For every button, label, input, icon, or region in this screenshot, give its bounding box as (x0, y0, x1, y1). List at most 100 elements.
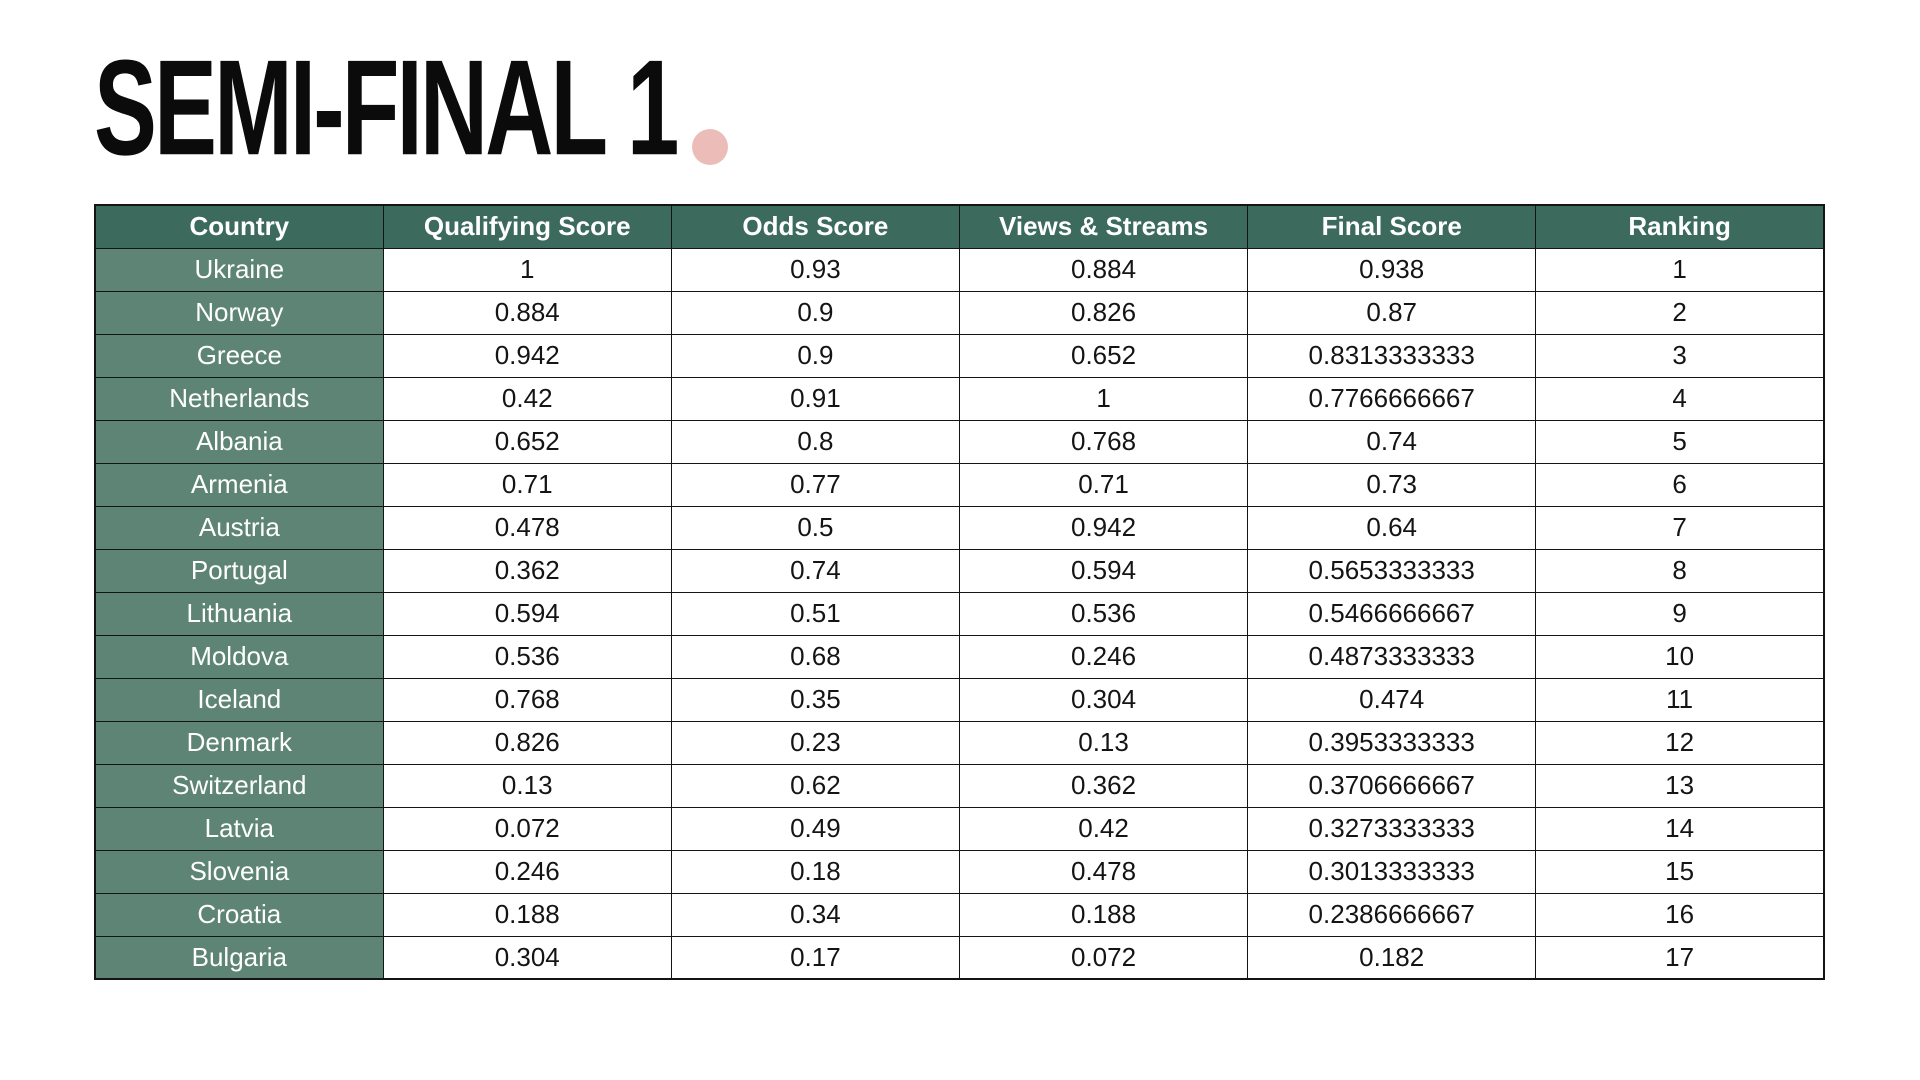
final-score-cell: 0.87 (1247, 290, 1537, 335)
final-score-cell: 0.5466666667 (1247, 591, 1537, 636)
qualifying-score-cell: 0.188 (382, 892, 672, 937)
ranking-cell: 8 (1535, 548, 1825, 593)
ranking-cell: 15 (1535, 849, 1825, 894)
ranking-cell: 5 (1535, 419, 1825, 464)
ranking-cell: 7 (1535, 505, 1825, 550)
odds-score-cell: 0.62 (670, 763, 960, 808)
qualifying-score-cell: 0.768 (382, 677, 672, 722)
odds-score-cell: 0.91 (670, 376, 960, 421)
table-row: Greece 0.942 0.9 0.652 0.8313333333 3 (94, 333, 1825, 378)
views-streams-cell: 0.594 (958, 548, 1249, 593)
table-row: Armenia 0.71 0.77 0.71 0.73 6 (94, 462, 1825, 507)
column-header-ranking: Ranking (1535, 204, 1825, 249)
country-cell: Portugal (94, 548, 384, 593)
ranking-cell: 16 (1535, 892, 1825, 937)
table-row: Croatia 0.188 0.34 0.188 0.2386666667 16 (94, 892, 1825, 937)
odds-score-cell: 0.23 (670, 720, 960, 765)
page-title: SEMI-FINAL 1 (94, 40, 679, 177)
odds-score-cell: 0.74 (670, 548, 960, 593)
views-streams-cell: 0.42 (958, 806, 1249, 851)
qualifying-score-cell: 0.478 (382, 505, 672, 550)
views-streams-cell: 0.71 (958, 462, 1249, 507)
views-streams-cell: 0.536 (958, 591, 1249, 636)
qualifying-score-cell: 0.304 (382, 935, 672, 980)
column-header-country: Country (94, 204, 384, 249)
country-cell: Ukraine (94, 247, 384, 292)
views-streams-cell: 0.13 (958, 720, 1249, 765)
odds-score-cell: 0.68 (670, 634, 960, 679)
scores-table: Country Qualifying Score Odds Score View… (94, 204, 1825, 980)
country-cell: Croatia (94, 892, 384, 937)
odds-score-cell: 0.18 (670, 849, 960, 894)
ranking-cell: 6 (1535, 462, 1825, 507)
views-streams-cell: 0.652 (958, 333, 1249, 378)
country-cell: Lithuania (94, 591, 384, 636)
odds-score-cell: 0.9 (670, 290, 960, 335)
views-streams-cell: 0.362 (958, 763, 1249, 808)
ranking-cell: 1 (1535, 247, 1825, 292)
ranking-cell: 9 (1535, 591, 1825, 636)
final-score-cell: 0.8313333333 (1247, 333, 1537, 378)
views-streams-cell: 0.768 (958, 419, 1249, 464)
views-streams-cell: 0.478 (958, 849, 1249, 894)
views-streams-cell: 0.942 (958, 505, 1249, 550)
country-cell: Greece (94, 333, 384, 378)
ranking-cell: 2 (1535, 290, 1825, 335)
page-title-text: SEMI-FINAL 1 (94, 32, 679, 184)
title-accent-dot-icon (692, 129, 728, 165)
country-cell: Austria (94, 505, 384, 550)
qualifying-score-cell: 0.594 (382, 591, 672, 636)
qualifying-score-cell: 0.246 (382, 849, 672, 894)
table-row: Netherlands 0.42 0.91 1 0.7766666667 4 (94, 376, 1825, 421)
odds-score-cell: 0.9 (670, 333, 960, 378)
ranking-cell: 3 (1535, 333, 1825, 378)
table-row: Albania 0.652 0.8 0.768 0.74 5 (94, 419, 1825, 464)
country-cell: Denmark (94, 720, 384, 765)
odds-score-cell: 0.34 (670, 892, 960, 937)
odds-score-cell: 0.35 (670, 677, 960, 722)
odds-score-cell: 0.49 (670, 806, 960, 851)
odds-score-cell: 0.8 (670, 419, 960, 464)
country-cell: Bulgaria (94, 935, 384, 980)
qualifying-score-cell: 0.072 (382, 806, 672, 851)
qualifying-score-cell: 0.42 (382, 376, 672, 421)
table-row: Lithuania 0.594 0.51 0.536 0.5466666667 9 (94, 591, 1825, 636)
qualifying-score-cell: 0.942 (382, 333, 672, 378)
table-row: Austria 0.478 0.5 0.942 0.64 7 (94, 505, 1825, 550)
ranking-cell: 12 (1535, 720, 1825, 765)
qualifying-score-cell: 0.884 (382, 290, 672, 335)
ranking-cell: 11 (1535, 677, 1825, 722)
country-cell: Armenia (94, 462, 384, 507)
table-body: Ukraine 1 0.93 0.884 0.938 1 Norway 0.884 0.9 0.8… (94, 247, 1825, 980)
country-cell: Switzerland (94, 763, 384, 808)
odds-score-cell: 0.77 (670, 462, 960, 507)
table-row: Ukraine 1 0.93 0.884 0.938 1 (94, 247, 1825, 292)
odds-score-cell: 0.5 (670, 505, 960, 550)
odds-score-cell: 0.17 (670, 935, 960, 980)
views-streams-cell: 1 (958, 376, 1249, 421)
odds-score-cell: 0.93 (670, 247, 960, 292)
final-score-cell: 0.73 (1247, 462, 1537, 507)
country-cell: Moldova (94, 634, 384, 679)
table-row: Iceland 0.768 0.35 0.304 0.474 11 (94, 677, 1825, 722)
country-cell: Iceland (94, 677, 384, 722)
final-score-cell: 0.474 (1247, 677, 1537, 722)
qualifying-score-cell: 0.536 (382, 634, 672, 679)
views-streams-cell: 0.826 (958, 290, 1249, 335)
table-row: Denmark 0.826 0.23 0.13 0.3953333333 12 (94, 720, 1825, 765)
final-score-cell: 0.4873333333 (1247, 634, 1537, 679)
final-score-cell: 0.3273333333 (1247, 806, 1537, 851)
table-row: Switzerland 0.13 0.62 0.362 0.3706666667 13 (94, 763, 1825, 808)
country-cell: Albania (94, 419, 384, 464)
ranking-cell: 13 (1535, 763, 1825, 808)
country-cell: Netherlands (94, 376, 384, 421)
table-row: Latvia 0.072 0.49 0.42 0.3273333333 14 (94, 806, 1825, 851)
views-streams-cell: 0.072 (958, 935, 1249, 980)
ranking-cell: 10 (1535, 634, 1825, 679)
qualifying-score-cell: 0.826 (382, 720, 672, 765)
country-cell: Norway (94, 290, 384, 335)
final-score-cell: 0.64 (1247, 505, 1537, 550)
qualifying-score-cell: 0.13 (382, 763, 672, 808)
country-cell: Slovenia (94, 849, 384, 894)
